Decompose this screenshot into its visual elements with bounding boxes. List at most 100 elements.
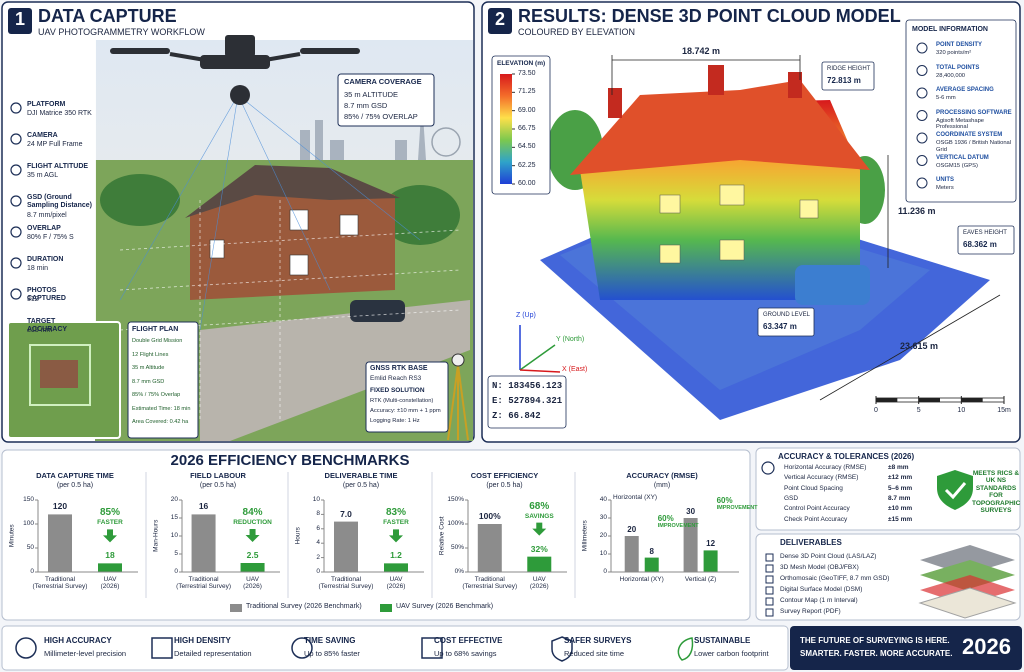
x-tick-label: Traditional (Terrestrial Survey)	[462, 576, 518, 591]
height-value: 68.362 m	[963, 240, 997, 249]
dimension-label: 18.742 m	[682, 46, 721, 56]
deliverable-item: Survey Report (PDF)	[780, 608, 841, 615]
spec-label: OVERLAP	[27, 225, 61, 232]
value-label: 30	[686, 507, 696, 516]
change-label: IMPROVEMENT	[657, 523, 699, 529]
info-icon	[916, 132, 928, 144]
panel-number: 2	[494, 9, 505, 29]
coverage-line: 85% / 75% OVERLAP	[344, 112, 418, 121]
y-tick-label: 2	[316, 553, 320, 561]
accuracy-label: Vertical Accuracy (RMSE)	[784, 474, 859, 482]
height-value: 72.813 m	[827, 76, 861, 85]
y-tick-label: 15	[170, 514, 178, 521]
panel-title: RESULTS: DENSE 3D POINT CLOUD MODEL	[518, 6, 901, 26]
panel-title: DATA CAPTURE	[38, 6, 177, 26]
chart-title: COST EFFICIENCY	[470, 471, 539, 480]
info-value: Agisoft Metashape Professional	[936, 117, 985, 131]
info-icon	[916, 42, 928, 54]
deliverable-icon	[765, 586, 774, 595]
bar	[477, 524, 502, 572]
legend-swatch	[380, 604, 392, 612]
feature-text: Up to 85% faster	[304, 649, 360, 658]
feature-title: COST EFFECTIVE	[434, 636, 503, 645]
info-icon	[916, 177, 928, 189]
y-tick-label: 10	[312, 496, 320, 503]
scale-label: 15m	[997, 407, 1011, 414]
bar	[644, 557, 659, 572]
bar	[703, 550, 718, 572]
x-tick-label: Vertical (Z)	[684, 576, 717, 583]
y-tick-label: 0	[316, 568, 320, 575]
scale-bar-segment	[961, 398, 983, 402]
colorbar-label: 69.00	[518, 106, 536, 114]
box-title: DELIVERABLES	[780, 538, 842, 547]
value-label: 8	[649, 546, 654, 556]
y-tick-label: 50	[26, 544, 34, 551]
bar	[527, 556, 552, 572]
spec-value: 35 m AGL	[27, 172, 59, 179]
change-value: 60%	[716, 496, 733, 505]
panel-number: 1	[14, 9, 25, 29]
spec-value: 312	[27, 296, 39, 303]
flight-plan-item: 12 Flight Lines	[132, 351, 169, 358]
flight-plan-item: Estimated Time: 18 min	[132, 405, 191, 412]
accuracy-label: GSD	[784, 494, 799, 502]
y-tick-label: 4	[316, 539, 320, 547]
box-title: FLIGHT PLAN	[132, 326, 179, 333]
y-tick-label: 0	[30, 568, 34, 575]
info-label: UNITS	[936, 177, 954, 183]
spec-label: CAMERA	[27, 132, 58, 139]
info-label: TOTAL POINTS	[936, 64, 980, 71]
spec-label: GSD (Ground Sampling Distance)	[27, 194, 92, 210]
badge: MEETS RICS & UK NS STANDARDS FOR TOPOGRA…	[972, 470, 1021, 515]
x-tick-label: UAV (2026)	[386, 576, 406, 591]
colorbar-label: 73.50	[518, 70, 536, 77]
change-label: REDUCTION	[233, 519, 272, 526]
x-tick-label: Horizontal (XY)	[619, 576, 664, 583]
info-value: 28,400,000	[936, 72, 966, 79]
spec-label: FLIGHT ALTITUDE	[27, 163, 89, 170]
height-value: 63.347 m	[763, 322, 797, 331]
bar	[240, 563, 265, 572]
tagline: THE FUTURE OF SURVEYING IS HERE.	[800, 636, 950, 645]
deliverable-icon	[765, 553, 774, 562]
tagline: SMARTER. FASTER. MORE ACCURATE.	[800, 649, 953, 658]
change-arrow	[532, 522, 547, 536]
info-value: 320 points/m²	[936, 50, 972, 56]
y-axis-label: Man-Hours	[152, 519, 160, 552]
height-label: EAVES HEIGHT	[963, 230, 1007, 236]
value-label: 1.2	[390, 550, 402, 561]
feature-title: SUSTAINABLE	[694, 636, 751, 645]
spec-value: DJI Matrice 350 RTK	[27, 110, 92, 117]
bar	[48, 514, 72, 572]
colorbar-label: 66.75	[518, 125, 536, 132]
feature-text: Reduced site time	[564, 649, 625, 658]
feature-text: Detailed representation	[174, 649, 252, 658]
accuracy-label: Horizontal Accuracy (RMSE)	[784, 464, 867, 471]
panel-subtitle: COLOURED BY ELEVATION	[518, 27, 636, 37]
info-label: PROCESSING SOFTWARE	[936, 109, 1012, 116]
spec-value: 80% F / 75% S	[27, 234, 74, 241]
change-arrow	[245, 529, 260, 542]
deliverable-item: Digital Surface Model (DSM)	[780, 586, 863, 593]
x-tick-label: Traditional (Terrestrial Survey)	[318, 576, 374, 591]
accuracy-label: Point Cloud Spacing	[784, 484, 843, 492]
y-tick-label: 6	[316, 524, 320, 532]
feature-title: SAFER SURVEYS	[564, 636, 632, 645]
value-label: 2.5	[246, 550, 259, 560]
change-value: 68%	[529, 500, 550, 512]
bar	[624, 536, 639, 572]
panel-subtitle: UAV PHOTOGRAMMETRY WORKFLOW	[38, 27, 205, 37]
change-value: 83%	[385, 507, 406, 519]
x-tick-label: UAV (2026)	[100, 576, 120, 591]
deliverable-icon	[765, 575, 774, 584]
change-arrow	[103, 529, 117, 543]
info-label: VERTICAL DATUM	[936, 154, 989, 161]
deliverable-icon	[765, 564, 774, 573]
info-icon	[916, 155, 928, 166]
chart-subtitle: (mm)	[653, 482, 671, 489]
coordinate: Z: 66.842	[492, 411, 541, 421]
feature-title: HIGH DENSITY	[174, 636, 231, 645]
dimension-label: 23.615 m	[900, 341, 939, 351]
info-label: POINT DENSITY	[936, 42, 983, 48]
